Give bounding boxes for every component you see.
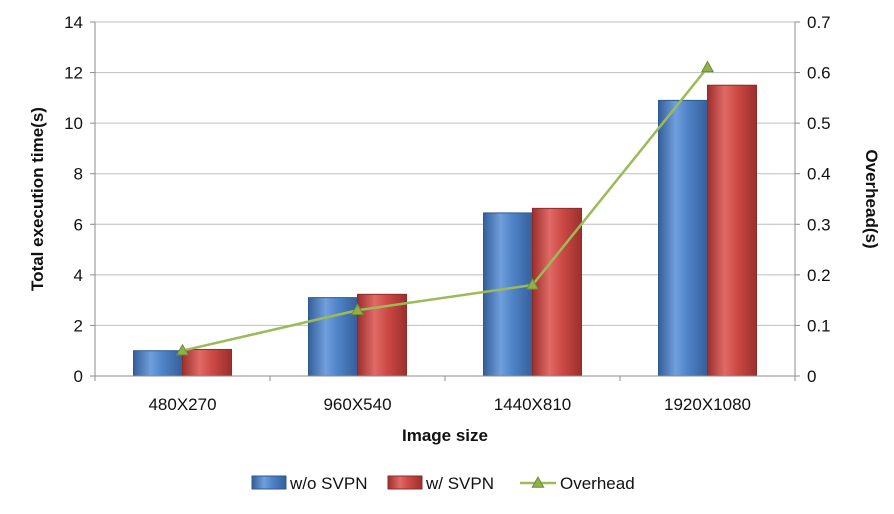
bar-wo-svpn [308, 297, 358, 377]
y-tick-labels: 0 2 4 6 8 10 12 14 [64, 13, 83, 386]
overhead-line-group [175, 60, 715, 356]
overhead-marker [525, 277, 540, 290]
legend-swatch-wo-svpn [251, 475, 287, 490]
overhead-marker [700, 60, 715, 73]
y2-tick-label: 0.3 [807, 215, 831, 234]
bar-wo-svpn [658, 99, 708, 377]
x-tick-label: 1920X1080 [664, 395, 751, 414]
x-tick-label: 480X270 [148, 395, 216, 414]
x-tick-label: 1440X810 [494, 395, 572, 414]
legend-label-w-svpn: w/ SVPN [425, 474, 494, 493]
y2-tick-label: 0.5 [807, 114, 831, 133]
y-tick-label: 6 [74, 215, 83, 234]
legend: w/o SVPN w/ SVPN Overhead [251, 474, 635, 493]
y2-tick-label: 0 [807, 367, 816, 386]
y-tick-label: 14 [64, 13, 83, 32]
overhead-marker [175, 343, 190, 356]
legend-marker-overhead [531, 475, 545, 488]
y-tick-label: 0 [74, 367, 83, 386]
y2-axis-title: Overhead(s) [862, 149, 881, 248]
bars [133, 84, 757, 377]
y-tick-label: 10 [64, 114, 83, 133]
bar-wo-svpn [483, 212, 533, 377]
bar-wo-svpn [133, 350, 183, 377]
y-tick-label: 8 [74, 165, 83, 184]
y2-tick-label: 0.6 [807, 64, 831, 83]
y-axis-title: Total execution time(s) [28, 107, 47, 291]
x-axis-title: Image size [402, 426, 488, 445]
y2-tick-label: 0.1 [807, 316, 831, 335]
overhead-marker [350, 303, 365, 315]
legend-item-overhead: Overhead [520, 474, 635, 493]
legend-swatch-w-svpn [387, 475, 423, 490]
legend-item-w-svpn: w/ SVPN [387, 474, 494, 493]
bar-w-svpn [182, 348, 232, 377]
legend-item-wo-svpn: w/o SVPN [251, 474, 367, 493]
gridlines [95, 21, 795, 326]
overhead-line [182, 66, 709, 352]
y-tick-label: 2 [74, 316, 83, 335]
legend-label-overhead: Overhead [560, 474, 635, 493]
y2-tick-labels: 0 0.1 0.2 0.3 0.4 0.5 0.6 0.7 [807, 13, 831, 386]
y2-tick-label: 0.2 [807, 266, 831, 285]
x-tick-label: 960X540 [323, 395, 391, 414]
x-tick-labels: 480X270 960X540 1440X810 1920X1080 [148, 395, 751, 414]
bar-w-svpn [707, 84, 757, 377]
y2-tick-label: 0.4 [807, 165, 831, 184]
y-tick-label: 4 [74, 266, 83, 285]
bar-w-svpn [532, 207, 582, 377]
y-tick-label: 12 [64, 64, 83, 83]
y2-tick-label: 0.7 [807, 13, 831, 32]
axes [90, 21, 800, 381]
legend-label-wo-svpn: w/o SVPN [289, 474, 367, 493]
